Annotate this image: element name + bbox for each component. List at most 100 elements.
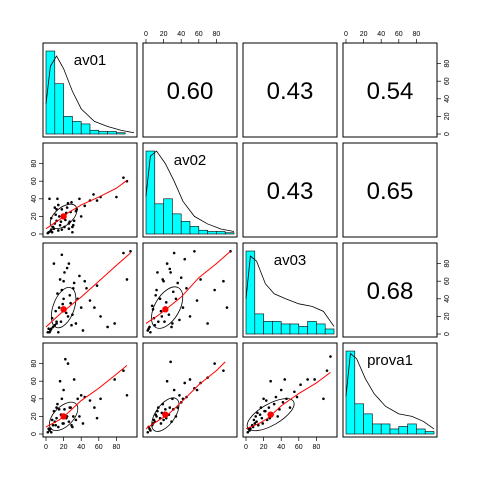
data-point [176,406,179,409]
tick-label: 40 [277,444,285,451]
data-point [71,286,75,290]
histogram-bar [145,150,156,235]
data-point [276,415,279,418]
correlation-ellipse [151,286,184,329]
data-point [74,418,78,422]
panel-frame [242,242,338,338]
mean-point [162,411,169,418]
data-point [68,293,72,297]
tick-label: 80 [113,444,121,451]
mean-point [60,306,67,313]
data-point [47,327,50,331]
density-curve [245,255,335,327]
histogram-av01: av01 [45,50,135,135]
data-point [63,271,66,274]
data-point [79,306,83,309]
data-point [153,323,157,327]
data-point [52,409,56,413]
scatter-av03_vs_av02 [145,249,232,334]
data-point [176,281,179,285]
panel-1-3 [342,142,438,238]
loess-line [145,361,226,430]
tick-label: 60 [31,177,38,185]
tick-label: 80 [444,60,451,68]
tick-label: 80 [313,444,321,451]
panel-2-1 [142,242,238,338]
data-point [55,208,58,211]
panel-frame [342,142,438,238]
histogram-bar [363,413,373,435]
data-point [46,430,50,434]
data-point [160,315,164,318]
correlation-value: 0.60 [167,78,214,105]
data-point [59,320,63,323]
tick-label: 20 [31,412,38,420]
data-point [95,199,99,202]
data-point [164,301,168,304]
histogram-bar [98,131,108,135]
data-point [169,271,172,274]
data-point [88,299,92,302]
correlation-value: 0.43 [267,178,314,205]
panel-3-0 [42,342,138,438]
data-point [165,262,169,265]
tick-label: 60 [31,377,38,385]
data-point [58,223,62,227]
histogram-bar [307,321,317,335]
tick-label: 60 [95,444,103,451]
scatter-av03_vs_av01 [45,249,132,334]
histogram-bar [316,323,326,335]
data-point [158,297,162,301]
data-point [156,409,159,413]
tick-label: 20 [31,212,38,220]
loess-line [45,364,128,428]
data-point [256,411,259,415]
histogram-bar [245,250,256,335]
histogram-bar [272,321,282,335]
data-point [74,209,78,213]
data-point [168,406,172,409]
data-point [59,220,63,223]
tick-label: 60 [395,31,403,38]
data-point [46,231,50,235]
tick-label: 80 [213,31,221,38]
data-point [48,197,51,201]
loess-line [45,252,131,328]
data-point [306,378,309,381]
data-point [178,318,181,322]
data-point [325,369,329,372]
histogram-bar [189,226,200,235]
tick-label: 0 [444,332,451,336]
data-point [283,378,287,381]
data-point [188,378,192,381]
data-point [281,401,285,404]
data-point [47,427,50,431]
tick-label: 20 [444,112,451,120]
histogram-bar [254,313,264,335]
data-point [157,320,160,323]
panel-frame [342,42,438,138]
histogram-av02: av02 [145,150,235,235]
tick-label: 0 [31,232,38,236]
mean-point [162,306,169,313]
data-point [172,388,176,392]
scatter-prova1_vs_av01 [45,357,129,434]
tick-label: 40 [444,95,451,103]
mean-point [60,213,67,220]
data-point [199,278,202,281]
data-point [195,299,199,302]
panel-frame [342,242,438,338]
histogram-av03: av03 [245,250,335,335]
data-point [61,302,65,306]
data-point [56,197,59,201]
panel-1-0 [42,142,138,238]
histogram-bar [416,428,426,435]
data-point [57,215,61,218]
data-point [262,397,265,401]
data-point [63,225,66,229]
data-point [193,249,196,253]
density-curve [345,352,435,430]
panel-1-1 [142,142,238,238]
data-point [50,316,54,320]
data-point [222,279,225,283]
